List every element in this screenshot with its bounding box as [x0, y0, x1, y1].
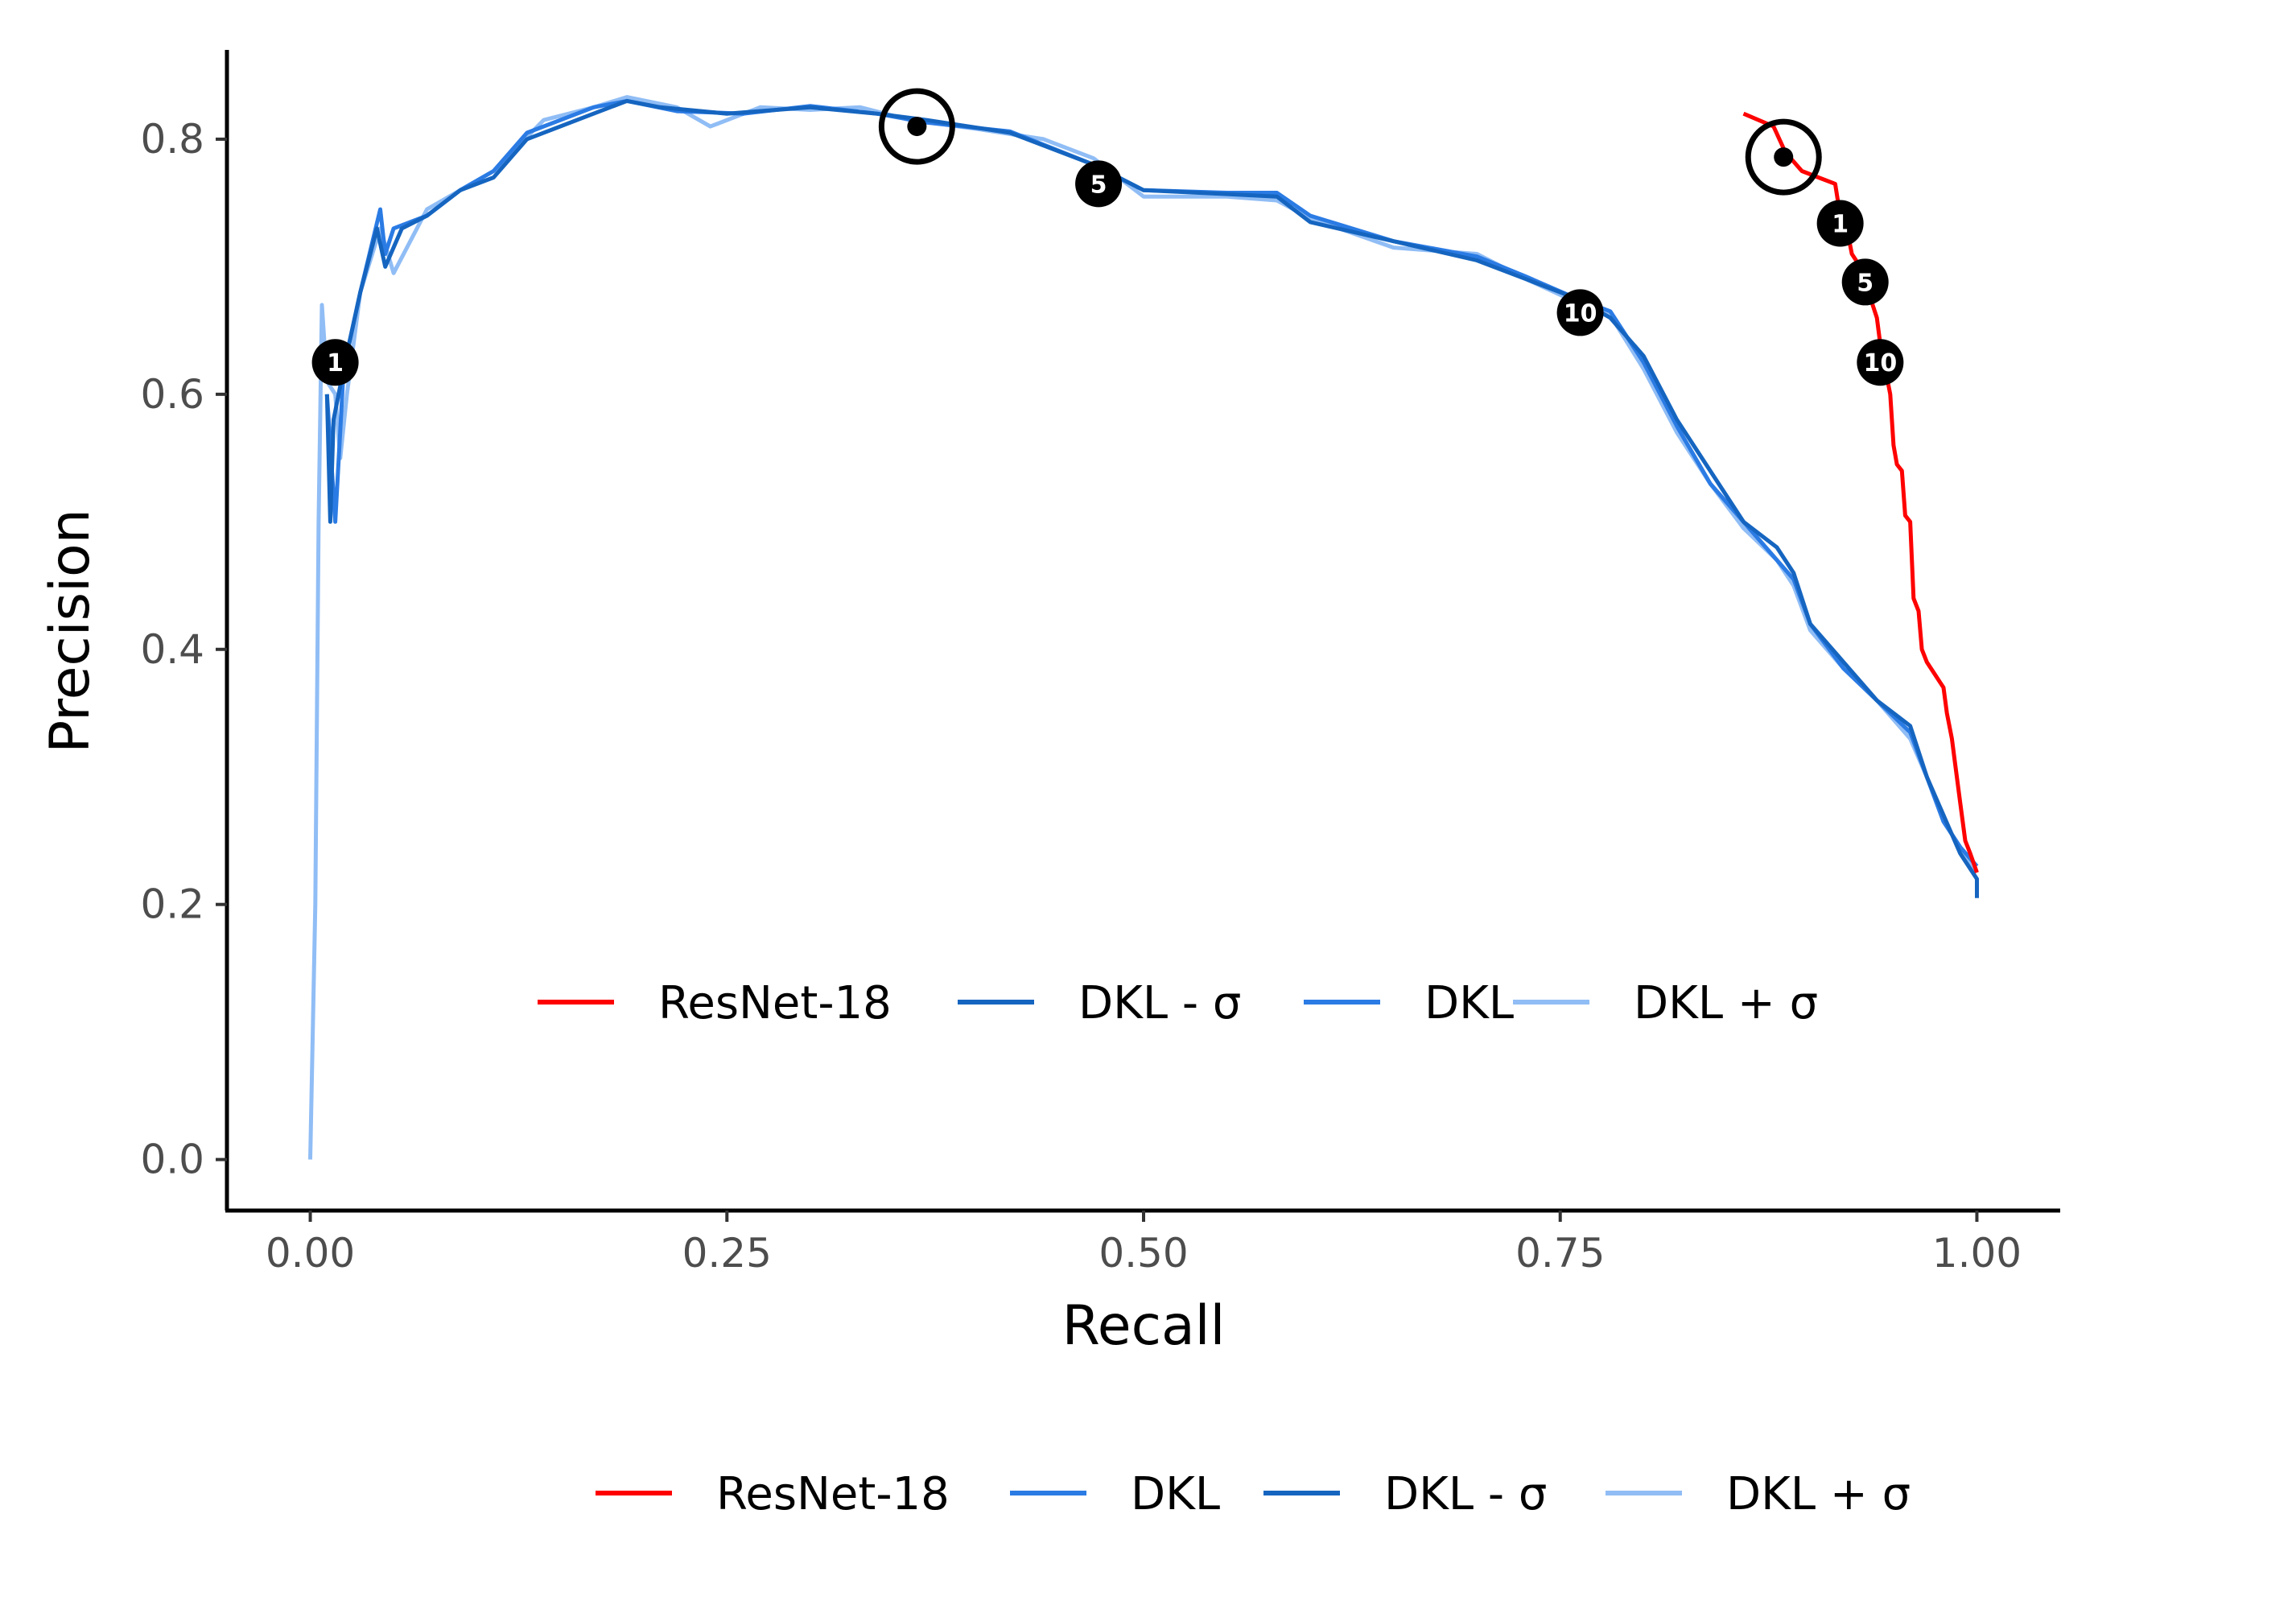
x-tick-label: 0.00: [266, 1230, 355, 1277]
legend-bottom: ResNet-18 DKL DKL - σ DKL + σ: [596, 1468, 1911, 1520]
legend-label-dkl: DKL: [1131, 1468, 1220, 1520]
rank-marker-label: 10: [1564, 299, 1597, 328]
axes: [225, 50, 2060, 1213]
x-axis-title: Recall: [1062, 1294, 1226, 1358]
target-marker-ring: [878, 88, 955, 165]
rank-marker-badge: [1556, 289, 1604, 336]
legend-label-dkl: DKL: [1424, 977, 1514, 1029]
x-tick-label: 0.50: [1099, 1230, 1188, 1277]
legend-label-resnet-18: ResNet-18: [658, 977, 892, 1029]
rank-marker-label: 1: [1832, 211, 1849, 239]
rank-marker-label: 1: [327, 349, 344, 377]
rank-marker-badge: [1841, 258, 1889, 306]
x-tick-label: 0.25: [682, 1230, 772, 1277]
series-line-dkl: [324, 98, 1979, 868]
legend-label-dkl-sigma: DKL + σ: [1726, 1468, 1911, 1520]
y-tick-label: 0.4: [140, 626, 204, 673]
target-marker-ring: [1745, 118, 1822, 196]
y-tick-label: 0.8: [140, 116, 204, 163]
target-marker-dot: [907, 117, 927, 137]
rank-marker-badge: [1857, 339, 1904, 386]
y-tick-label: 0.0: [140, 1137, 204, 1183]
rank-marker-badge: [1075, 160, 1123, 208]
legend-inside: ResNet-18 DKL - σ DKL DKL + σ: [538, 977, 1818, 1029]
x-tick-label: 1.00: [1932, 1230, 2022, 1277]
x-tick-label: 0.75: [1515, 1230, 1605, 1277]
legend-label-dkl-sigma: DKL - σ: [1078, 977, 1241, 1029]
y-tick-label: 0.6: [140, 371, 204, 418]
legend-label-resnet-18: ResNet-18: [716, 1468, 950, 1520]
y-tick-label: 0.2: [140, 881, 204, 928]
rank-marker-label: 5: [1857, 269, 1873, 297]
series-line-resnet-18: [1742, 111, 1979, 873]
legend-label-dkl-sigma: DKL - σ: [1384, 1468, 1547, 1520]
series-line-dkl-sigma: [324, 98, 1979, 898]
target-marker-dot: [1774, 147, 1794, 167]
plot-lines: [308, 95, 1979, 1160]
y-axis-title: Precision: [39, 509, 102, 753]
y-ticks: 0.0 0.2 0.4 0.6 0.8: [140, 116, 227, 1183]
rank-marker-label: 10: [1863, 349, 1897, 377]
rank-marker-badge: [311, 339, 359, 386]
rank-marker-badge: [1816, 200, 1864, 247]
legend-label-dkl-sigma: DKL + σ: [1634, 977, 1818, 1029]
rank-marker-label: 5: [1090, 171, 1107, 199]
x-ticks: 0.00 0.25 0.50 0.75 1.00: [266, 1211, 2022, 1277]
